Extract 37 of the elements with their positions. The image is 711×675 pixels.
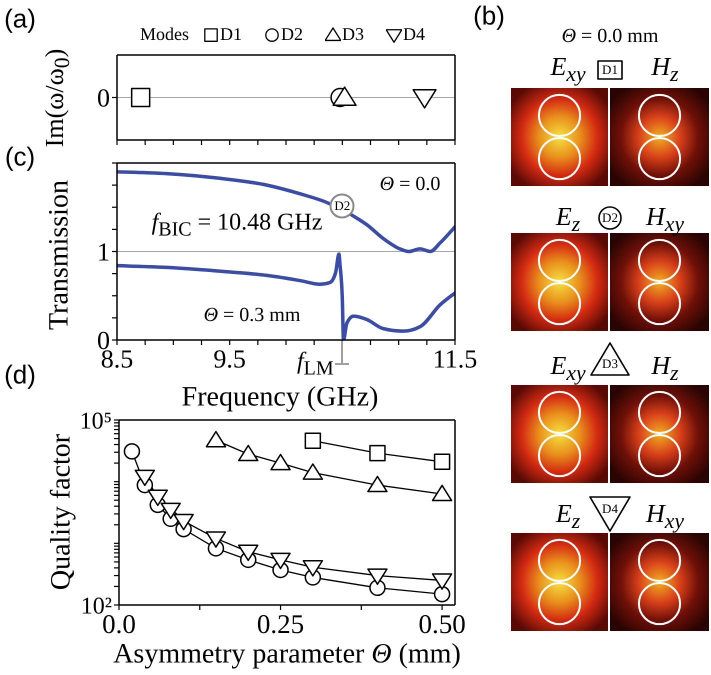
- x-axis-title: Frequency (GHz): [182, 382, 378, 414]
- text: D2: [602, 210, 618, 226]
- chart-title: (c): [4, 142, 36, 172]
- x-tick-label: 0.50: [418, 609, 466, 640]
- x-axis-title: Asymmetry parameter Θ (mm): [113, 638, 461, 670]
- series-label: Θ = 0.0: [380, 173, 440, 195]
- legend-label: D4: [403, 24, 425, 45]
- annotation: f$_{BIC}$ = 10.48 GHz: [152, 210, 322, 240]
- y-tick-label: 10⁵: [80, 408, 112, 434]
- text: E$_{z}$: [556, 202, 580, 236]
- annotation: f$_{LM}$: [296, 348, 334, 380]
- legend-label: D1: [220, 24, 242, 45]
- text: H$_{z}$: [651, 52, 679, 86]
- text: Θ = 0.0 mm: [562, 25, 658, 47]
- annotation: D2: [334, 198, 350, 214]
- x-tick-label: 11.5: [432, 344, 478, 374]
- text: E$_{z}$: [556, 498, 580, 534]
- text: (b): [473, 0, 505, 31]
- x-tick-label: 9.5: [213, 344, 246, 374]
- legend-label: D2: [281, 24, 303, 45]
- y-axis-title: Quality factor: [46, 434, 78, 590]
- text: H$_{z}$: [651, 350, 679, 386]
- chart-title: (a): [4, 4, 36, 34]
- y-axis-title: Transmission: [44, 180, 76, 330]
- text: E$_{xy}$: [550, 350, 586, 386]
- y-tick-label: 1: [97, 238, 110, 267]
- text: H$_{xy}$: [646, 202, 684, 236]
- text: D3: [602, 356, 618, 372]
- text: D4: [602, 500, 618, 516]
- series-label: Θ = 0.3 mm: [204, 304, 300, 326]
- text: E$_{xy}$: [550, 52, 586, 86]
- text: H$_{xy}$: [646, 498, 684, 534]
- x-tick-label: 0.25: [256, 609, 304, 640]
- legend-title: Modes: [140, 24, 189, 45]
- legend-label: D3: [342, 24, 364, 45]
- chart-title: (d): [4, 360, 36, 390]
- text: D1: [602, 62, 618, 78]
